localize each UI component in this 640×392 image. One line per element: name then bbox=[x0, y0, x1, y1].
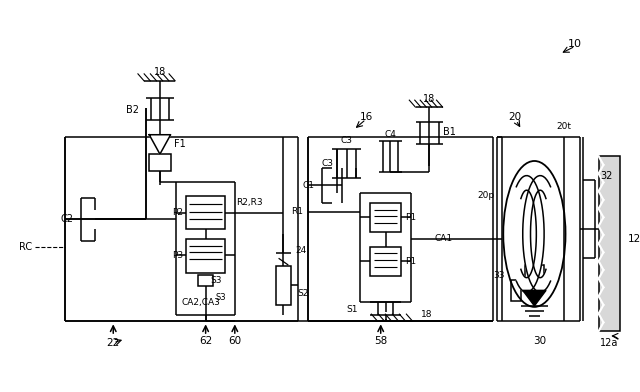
Text: 10: 10 bbox=[568, 39, 582, 49]
Text: C4: C4 bbox=[385, 130, 396, 139]
Text: B1: B1 bbox=[443, 127, 456, 137]
Text: C3: C3 bbox=[321, 160, 333, 169]
Text: S2: S2 bbox=[297, 289, 308, 298]
Text: 30: 30 bbox=[532, 336, 546, 346]
Bar bbox=[598, 156, 620, 331]
Text: RC: RC bbox=[19, 241, 32, 252]
Text: 16: 16 bbox=[360, 112, 372, 122]
Text: CA1: CA1 bbox=[434, 234, 452, 243]
Text: P1: P1 bbox=[405, 257, 416, 266]
Text: CA2,CA3: CA2,CA3 bbox=[181, 298, 220, 307]
Text: 32: 32 bbox=[600, 171, 613, 181]
Bar bbox=[149, 154, 171, 171]
Text: R2,R3: R2,R3 bbox=[236, 198, 263, 207]
Text: 24: 24 bbox=[295, 246, 307, 255]
Text: S1: S1 bbox=[347, 305, 358, 314]
Bar bbox=[525, 265, 544, 283]
Bar bbox=[186, 239, 225, 273]
Text: C1: C1 bbox=[303, 181, 315, 190]
Text: P2: P2 bbox=[172, 208, 183, 217]
Text: 20p: 20p bbox=[477, 191, 495, 200]
Polygon shape bbox=[516, 176, 544, 292]
Text: 60: 60 bbox=[228, 336, 241, 346]
Text: 33: 33 bbox=[493, 271, 505, 280]
Text: P1: P1 bbox=[405, 213, 416, 222]
Text: F1: F1 bbox=[173, 140, 186, 149]
Bar bbox=[370, 203, 401, 232]
Text: 18: 18 bbox=[420, 310, 432, 319]
Text: C2: C2 bbox=[60, 214, 74, 224]
Text: 62: 62 bbox=[199, 336, 212, 346]
Text: 20: 20 bbox=[508, 112, 522, 122]
Text: 58: 58 bbox=[374, 336, 387, 346]
Polygon shape bbox=[149, 135, 171, 154]
Text: S3: S3 bbox=[211, 276, 222, 285]
Text: C3: C3 bbox=[340, 136, 353, 145]
Text: S3: S3 bbox=[216, 293, 226, 302]
Text: B2: B2 bbox=[125, 105, 138, 115]
Polygon shape bbox=[523, 176, 550, 292]
Text: 12a: 12a bbox=[600, 338, 618, 348]
Bar bbox=[186, 196, 225, 229]
Text: 18: 18 bbox=[154, 67, 166, 76]
Bar bbox=[198, 275, 213, 287]
Polygon shape bbox=[523, 290, 546, 306]
Bar bbox=[370, 247, 401, 276]
Text: 18: 18 bbox=[423, 94, 435, 104]
Text: 12: 12 bbox=[628, 234, 640, 244]
Bar bbox=[276, 266, 291, 305]
Text: 22: 22 bbox=[107, 338, 120, 348]
Text: P3: P3 bbox=[172, 251, 183, 260]
Bar bbox=[511, 279, 521, 301]
Text: 20t: 20t bbox=[556, 122, 571, 131]
Text: R1: R1 bbox=[291, 207, 303, 216]
